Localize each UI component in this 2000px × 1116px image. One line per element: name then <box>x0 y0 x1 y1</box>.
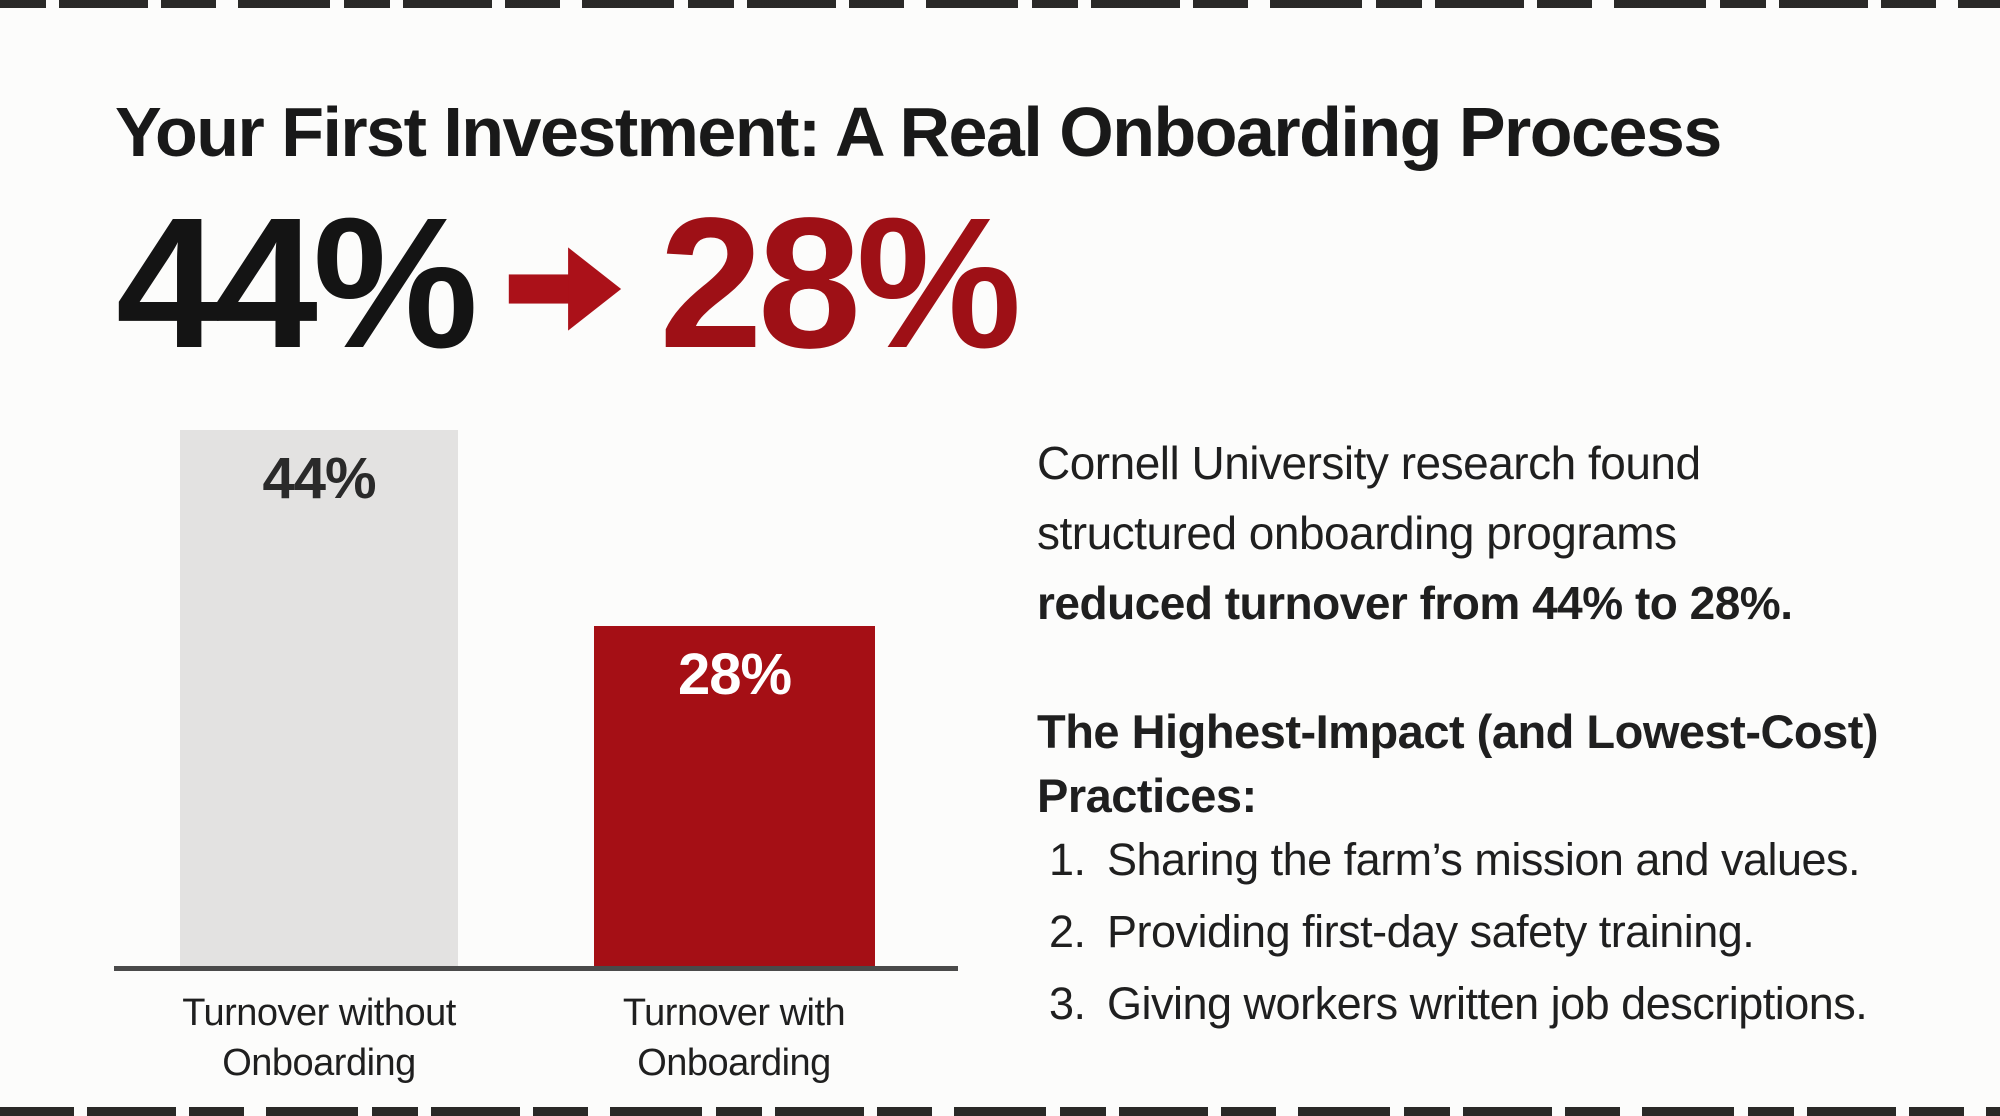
category-label-with-onboarding: Turnover with Onboarding <box>544 988 924 1088</box>
right-arrow-icon <box>509 246 622 331</box>
paragraph-line-3-bold: reduced turnover from 44% to 28%. <box>1037 577 1793 629</box>
practices-heading-line-1: The Highest-Impact (and Lowest-Cost) <box>1037 705 1879 758</box>
bar-turnover-with-onboarding: 28% <box>594 626 875 968</box>
list-item: 3. Giving workers written job descriptio… <box>1049 978 1917 1029</box>
practices-heading-line-2: Practices: <box>1037 769 1257 822</box>
category-label-line: Turnover without <box>182 992 456 1034</box>
list-item: 2. Providing first-day safety training. <box>1049 906 1917 957</box>
paragraph-line-2: structured onboarding programs <box>1037 507 1677 559</box>
stat-before-value: 44% <box>116 179 478 387</box>
list-item-text: Sharing the farm’s mission and values. <box>1107 834 1861 885</box>
list-item-number: 3. <box>1049 978 1086 1029</box>
cropped-content-strip-bottom <box>0 1107 2000 1116</box>
practices-list: 1. Sharing the farm’s mission and values… <box>1037 834 1917 1050</box>
category-label-line: Onboarding <box>222 1042 416 1084</box>
list-item-number: 1. <box>1049 834 1086 885</box>
bar-value-label-without: 44% <box>262 446 376 511</box>
list-item: 1. Sharing the farm’s mission and values… <box>1049 834 1917 885</box>
bar-turnover-without-onboarding: 44% <box>180 430 458 968</box>
list-item-text: Providing first-day safety training. <box>1107 906 1755 957</box>
category-label-line: Turnover with <box>622 992 846 1034</box>
stat-after-value: 28% <box>659 179 1021 387</box>
list-item-number: 2. <box>1049 906 1086 957</box>
page-title: Your First Investment: A Real Onboarding… <box>115 93 1722 171</box>
x-axis-line <box>114 966 958 971</box>
category-label-without-onboarding: Turnover without Onboarding <box>129 988 509 1088</box>
list-item-text: Giving workers written job descriptions. <box>1107 978 1868 1029</box>
cropped-content-strip-top <box>0 0 2000 8</box>
practices-heading: The Highest-Impact (and Lowest-Cost) Pra… <box>1037 700 1917 828</box>
category-label-line: Onboarding <box>637 1042 831 1084</box>
bar-value-label-with: 28% <box>677 642 792 707</box>
paragraph-line-1: Cornell University research found <box>1037 437 1701 489</box>
headline-stat: 44% 28% <box>116 190 1022 376</box>
research-paragraph: Cornell University research found struct… <box>1037 428 1917 638</box>
